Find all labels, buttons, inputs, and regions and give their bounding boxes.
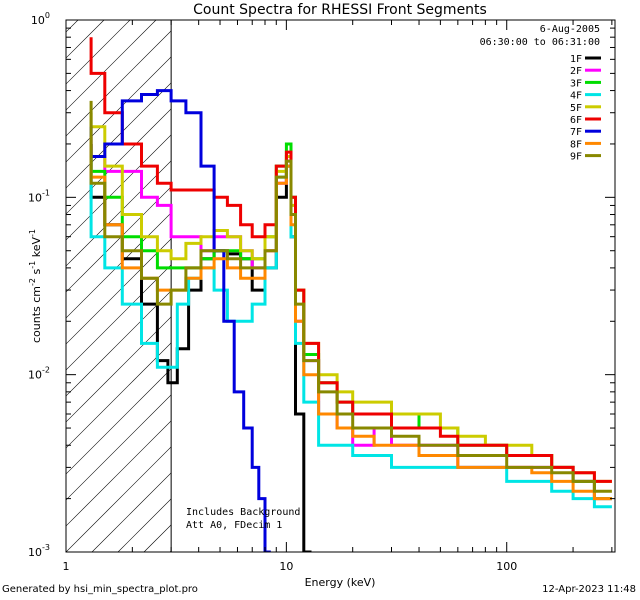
legend-label-8F: 8F — [570, 139, 582, 150]
legend-time-range: 06:30:00 to 06:31:00 — [480, 37, 600, 48]
note-attenuator: Att A0, FDecim 1 — [186, 520, 282, 531]
y-tick-label: 10-3 — [28, 543, 50, 559]
series-9F-line — [89, 100, 612, 493]
chart-title: Count Spectra for RHESSI Front Segments — [193, 2, 487, 18]
plot-frame — [65, 19, 616, 553]
y-tick-label: 10-2 — [28, 366, 50, 382]
hatched-region — [66, 20, 615, 552]
legend-label-9F: 9F — [570, 152, 582, 163]
legend-label-1F: 1F — [570, 54, 582, 65]
hatch-line — [611, 548, 615, 552]
y-tick-label: 100 — [31, 11, 50, 27]
footer-timestamp: 12-Apr-2023 11:48 — [542, 584, 636, 595]
hatch-line — [66, 20, 131, 85]
x-tick-label: 100 — [496, 560, 517, 573]
legend-label-3F: 3F — [570, 78, 582, 89]
legend-label-7F: 7F — [570, 127, 582, 138]
hatch-line — [66, 20, 209, 163]
hatch-line — [66, 20, 235, 189]
legend-label-2F: 2F — [570, 66, 582, 77]
axis-ticks: 1 10 100 100 10-1 10-2 10-3 — [28, 11, 615, 573]
series-layer — [89, 37, 612, 552]
series-7F-line — [89, 89, 271, 552]
legend-date: 6-Aug-2005 — [540, 24, 600, 35]
series-8F-line — [89, 136, 612, 501]
hatch-mask — [171, 20, 615, 552]
y-tick-label: 10-1 — [28, 188, 50, 204]
legend-label-6F: 6F — [570, 115, 582, 126]
legend-label-4F: 4F — [570, 91, 582, 102]
legend-label-5F: 5F — [570, 103, 582, 114]
hatch-line — [66, 20, 105, 59]
footer-generated-by: Generated by hsi_min_spectra_plot.pro — [2, 584, 198, 595]
hatch-line — [66, 20, 183, 137]
hatch-line — [66, 20, 157, 111]
y-axis-label-text: counts cm-2 s-1 keV-1 — [28, 229, 43, 343]
x-axis-label: Energy (keV) — [305, 576, 376, 589]
x-tick-label: 10 — [279, 560, 293, 573]
y-axis-label: counts cm-2 s-1 keV-1 — [28, 229, 43, 343]
note-background: Includes Background — [186, 507, 300, 518]
x-tick-label: 1 — [63, 560, 70, 573]
